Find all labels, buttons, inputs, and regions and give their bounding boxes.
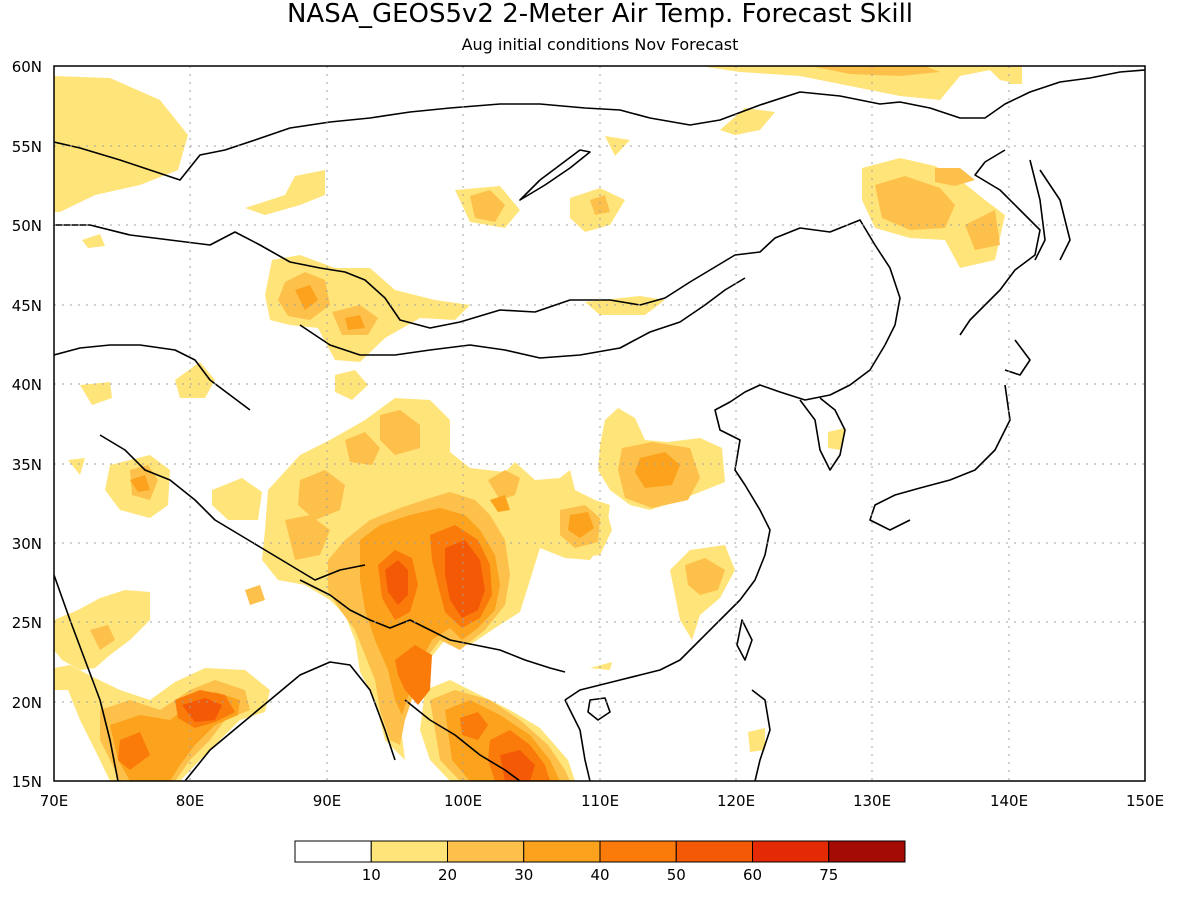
border-himalaya bbox=[99, 434, 366, 581]
lon-tick-label: 140E bbox=[990, 792, 1028, 810]
colorbar-label: 10 bbox=[362, 866, 381, 884]
coastline-hainan bbox=[587, 697, 611, 721]
colorbar-swatch bbox=[294, 840, 372, 863]
border-china-south bbox=[299, 579, 566, 673]
colorbar-swatch bbox=[675, 840, 753, 863]
coastline-luzon bbox=[751, 689, 771, 781]
coastlines-and-borders bbox=[54, 69, 1145, 781]
lon-axis-labels: 70E 80E 90E 100E 110E 120E 130E 140E 150… bbox=[40, 792, 1164, 810]
lat-tick-label: 50N bbox=[12, 217, 42, 235]
map-frame bbox=[53, 65, 1146, 782]
lat-tick-label: 15N bbox=[12, 773, 42, 791]
map-grid bbox=[54, 66, 1145, 781]
lat-axis-labels: 60N 55N 50N 45N 40N 35N 30N 25N 20N 15N bbox=[12, 58, 42, 791]
coastline-sakhalin bbox=[1029, 159, 1046, 261]
lat-tick-label: 25N bbox=[12, 614, 42, 632]
skill-shading bbox=[54, 66, 1022, 781]
coastline-vietnam bbox=[564, 699, 591, 781]
colorbar-swatch bbox=[828, 840, 906, 863]
colorbar-label: 75 bbox=[819, 866, 838, 884]
lon-tick-label: 150E bbox=[1126, 792, 1164, 810]
coastline-china-east bbox=[564, 344, 886, 701]
lon-tick-label: 100E bbox=[444, 792, 482, 810]
coastline-japan-honshu bbox=[869, 384, 1011, 531]
colorbar-swatch bbox=[523, 840, 601, 863]
lon-tick-label: 120E bbox=[717, 792, 755, 810]
lat-tick-label: 40N bbox=[12, 376, 42, 394]
colorbar: 10 20 30 40 50 60 75 bbox=[294, 840, 906, 884]
coastline-bay-of-bengal bbox=[184, 661, 396, 781]
coastline-okhotsk-east bbox=[959, 149, 1041, 336]
coastline-india bbox=[54, 574, 119, 781]
coastline-korea bbox=[799, 397, 846, 471]
lon-tick-label: 80E bbox=[176, 792, 205, 810]
colorbar-swatch bbox=[599, 840, 677, 863]
border-mongolia-china bbox=[299, 277, 746, 359]
colorbar-label: 60 bbox=[743, 866, 762, 884]
lat-tick-label: 35N bbox=[12, 456, 42, 474]
border-kazakhstan bbox=[54, 344, 251, 411]
colorbar-label: 50 bbox=[667, 866, 686, 884]
colorbar-label: 40 bbox=[590, 866, 609, 884]
coastline-lake-baikal bbox=[519, 149, 591, 201]
colorbar-label: 30 bbox=[514, 866, 533, 884]
border-russia-china-mongolia bbox=[54, 219, 901, 346]
lon-tick-label: 110E bbox=[581, 792, 619, 810]
lat-tick-label: 55N bbox=[12, 138, 42, 156]
colorbar-label: 20 bbox=[438, 866, 457, 884]
lat-tick-label: 45N bbox=[12, 297, 42, 315]
coastline-japan-hokkaido bbox=[1004, 339, 1031, 376]
border-indochina bbox=[404, 699, 521, 781]
lat-tick-label: 20N bbox=[12, 694, 42, 712]
figure-subtitle: Aug initial conditions Nov Forecast bbox=[462, 35, 739, 54]
colorbar-swatch bbox=[752, 840, 830, 863]
coastline-kamchatka bbox=[1039, 169, 1071, 261]
skill-level-10-20 bbox=[54, 66, 1022, 781]
figure-title: NASA_GEOS5v2 2-Meter Air Temp. Forecast … bbox=[287, 0, 913, 29]
coastline-taiwan bbox=[736, 619, 753, 661]
colorbar-swatch bbox=[447, 840, 525, 863]
lat-tick-label: 30N bbox=[12, 535, 42, 553]
lon-tick-label: 130E bbox=[853, 792, 891, 810]
colorbar-swatch bbox=[370, 840, 448, 863]
lat-tick-label: 60N bbox=[12, 58, 42, 76]
coastline-arctic-pacific bbox=[54, 69, 1145, 181]
lon-tick-label: 70E bbox=[40, 792, 69, 810]
lon-tick-label: 90E bbox=[313, 792, 342, 810]
